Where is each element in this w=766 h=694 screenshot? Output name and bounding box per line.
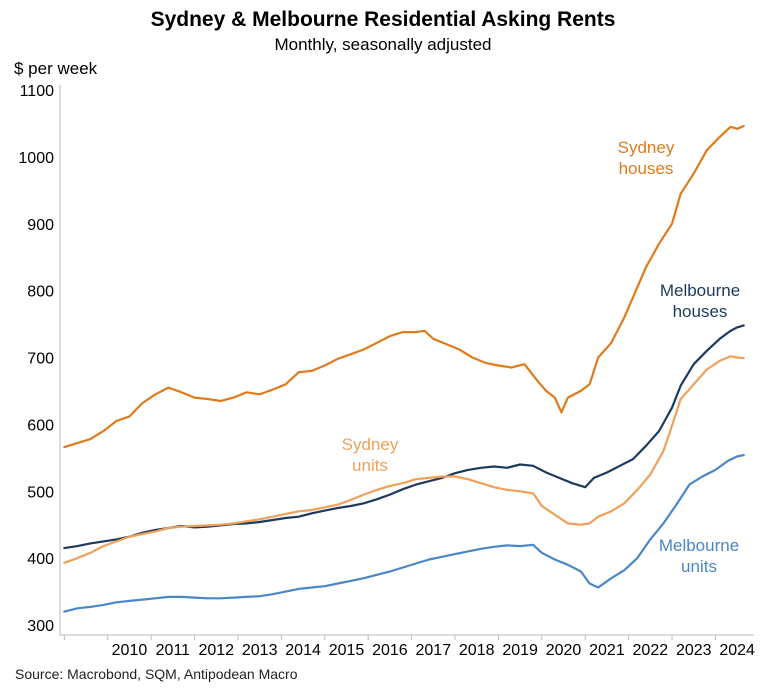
y-tick-label: 500: [27, 484, 54, 501]
y-tick-label: 400: [27, 551, 54, 568]
x-tick-label: 2018: [459, 642, 495, 659]
series-label-line: units: [681, 557, 717, 576]
x-tick-label: 2016: [372, 642, 408, 659]
series-label-line: houses: [673, 302, 728, 321]
y-tick-label: 300: [27, 618, 54, 635]
x-tick-label: 2020: [546, 642, 582, 659]
series-label-sydney-houses: Sydney houses: [618, 138, 675, 178]
chart-axes: 1100 1000 900 800 700 600 500 400 300 2010 2011 201…: [18, 83, 755, 659]
series-label-line: units: [352, 456, 388, 475]
x-tick-label: 2014: [285, 642, 321, 659]
y-axis-label: $ per week: [14, 59, 98, 78]
source-note: Source: Macrobond, SQM, Antipodean Macro: [15, 666, 298, 682]
y-tick-label: 900: [27, 217, 54, 234]
y-tick-label: 1100: [20, 83, 55, 100]
series-line-sydney-houses: [63, 125, 745, 449]
series-label-melbourne-units: Melbourne units: [659, 536, 739, 576]
y-tick-label: 1000: [18, 150, 54, 167]
chart-series: [63, 125, 745, 613]
x-tick-label: 2022: [633, 642, 669, 659]
x-tick-label: 2015: [329, 642, 365, 659]
chart-title: Sydney & Melbourne Residential Asking Re…: [150, 8, 616, 31]
series-line-melbourne-units: [63, 454, 745, 613]
x-tick-label: 2021: [589, 642, 625, 659]
series-label-line: Sydney: [618, 138, 675, 157]
x-tick-label: 2012: [198, 642, 234, 659]
x-tick-label: 2017: [416, 642, 452, 659]
y-tick-label: 800: [27, 284, 54, 301]
x-tick-label: 2010: [112, 642, 148, 659]
y-tick-label: 600: [27, 417, 54, 434]
x-tick-label: 2013: [242, 642, 278, 659]
series-label-line: Melbourne: [659, 536, 739, 555]
series-line-sydney-units: [63, 355, 745, 564]
series-line-melbourne-houses: [63, 324, 745, 550]
series-label-line: Melbourne: [660, 281, 740, 300]
x-tick-label: 2011: [156, 642, 191, 659]
x-tick-label: 2019: [502, 642, 538, 659]
y-tick-label: 700: [27, 351, 54, 368]
series-label-line: houses: [619, 159, 674, 178]
x-tick-label: 2023: [676, 642, 712, 659]
series-label-melbourne-houses: Melbourne houses: [660, 281, 740, 321]
series-label-line: Sydney: [342, 435, 399, 454]
chart-subtitle: Monthly, seasonally adjusted: [274, 35, 492, 54]
x-tick-label: 2024: [719, 642, 755, 659]
series-label-sydney-units: Sydney units: [342, 435, 399, 475]
